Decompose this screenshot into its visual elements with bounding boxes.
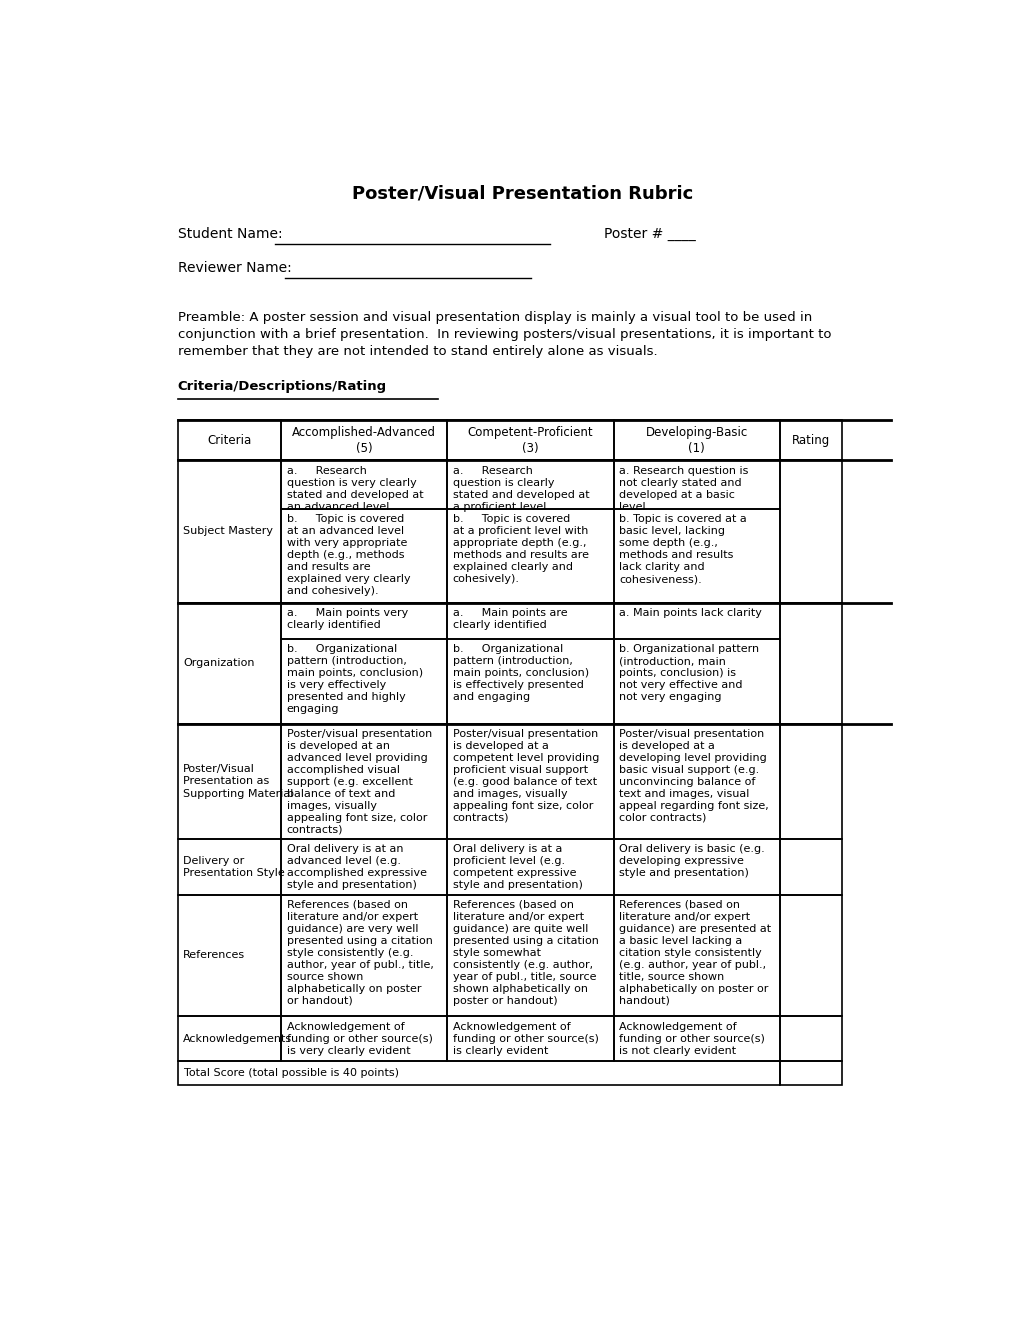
Text: References (based on
literature and/or expert
guidance) are very well
presented : References (based on literature and/or e… (286, 900, 433, 1006)
Bar (177, 840, 281, 895)
Text: a.   Research
question is very clearly
stated and developed at
an advanced level: a. Research question is very clearly sta… (286, 466, 423, 512)
Bar (612, 461, 779, 508)
Text: Reviewer Name:: Reviewer Name: (177, 261, 296, 275)
Bar (177, 895, 281, 1016)
Bar (612, 420, 779, 461)
Bar (177, 461, 281, 603)
Bar (779, 723, 842, 840)
Text: Oral delivery is basic (e.g.
developing expressive
style and presentation): Oral delivery is basic (e.g. developing … (619, 845, 764, 879)
Bar (779, 603, 842, 723)
Bar (177, 1016, 281, 1061)
Bar (281, 723, 447, 840)
Text: Subject Mastery: Subject Mastery (183, 527, 273, 536)
Text: Rating: Rating (791, 434, 829, 446)
Bar (281, 603, 447, 639)
Bar (177, 420, 281, 461)
Text: Criteria: Criteria (207, 434, 252, 446)
Text: b. Topic is covered at a
basic level, lacking
some depth (e.g.,
methods and resu: b. Topic is covered at a basic level, la… (619, 515, 746, 585)
Bar (447, 420, 612, 461)
Text: Developing-Basic
(1): Developing-Basic (1) (645, 426, 747, 454)
Bar (447, 723, 612, 840)
Text: Poster/Visual Presentation Rubric: Poster/Visual Presentation Rubric (352, 183, 693, 202)
Text: a. Research question is
not clearly stated and
developed at a basic
level: a. Research question is not clearly stat… (619, 466, 748, 512)
Text: Poster/Visual
Presentation as
Supporting Material: Poster/Visual Presentation as Supporting… (183, 764, 293, 799)
Bar (177, 723, 281, 840)
Bar (447, 639, 612, 723)
Text: References: References (183, 950, 246, 961)
Text: Oral delivery is at a
proficient level (e.g.
competent expressive
style and pres: Oral delivery is at a proficient level (… (452, 845, 582, 891)
Bar (281, 508, 447, 603)
Bar (447, 508, 612, 603)
Text: Acknowledgement of
funding or other source(s)
is clearly evident: Acknowledgement of funding or other sour… (452, 1022, 598, 1056)
Text: Total Score (total possible is 40 points): Total Score (total possible is 40 points… (183, 1068, 398, 1078)
Bar (447, 895, 612, 1016)
Text: Oral delivery is at an
advanced level (e.g.
accomplished expressive
style and pr: Oral delivery is at an advanced level (e… (286, 845, 426, 891)
Bar (281, 1016, 447, 1061)
Bar (281, 840, 447, 895)
Bar (281, 461, 447, 508)
Bar (612, 603, 779, 639)
Text: a.   Main points are
clearly identified: a. Main points are clearly identified (452, 609, 567, 630)
Text: Poster/visual presentation
is developed at a
developing level providing
basic vi: Poster/visual presentation is developed … (619, 729, 768, 822)
Bar (447, 603, 612, 639)
Text: Acknowledgements: Acknowledgements (183, 1034, 292, 1044)
Bar (281, 895, 447, 1016)
Bar (779, 461, 842, 603)
Bar (177, 1061, 779, 1085)
Bar (447, 461, 612, 508)
Text: Student Name:: Student Name: (177, 227, 286, 240)
Bar (612, 508, 779, 603)
Bar (281, 639, 447, 723)
Text: References (based on
literature and/or expert
guidance) are presented at
a basic: References (based on literature and/or e… (619, 900, 770, 1006)
Text: b.   Organizational
pattern (introduction,
main points, conclusion)
is effective: b. Organizational pattern (introduction,… (452, 644, 588, 702)
Bar (447, 1016, 612, 1061)
Bar (779, 1061, 842, 1085)
Text: Criteria/Descriptions/Rating: Criteria/Descriptions/Rating (177, 380, 386, 393)
Text: Organization: Organization (183, 659, 255, 668)
Text: Poster/visual presentation
is developed at an
advanced level providing
accomplis: Poster/visual presentation is developed … (286, 729, 431, 836)
Bar (612, 1016, 779, 1061)
Bar (779, 1016, 842, 1061)
Text: Poster/visual presentation
is developed at a
competent level providing
proficien: Poster/visual presentation is developed … (452, 729, 598, 822)
Text: Delivery or
Presentation Style: Delivery or Presentation Style (183, 855, 284, 878)
Text: Competent-Proficient
(3): Competent-Proficient (3) (467, 426, 593, 454)
Text: a. Main points lack clarity: a. Main points lack clarity (619, 609, 761, 618)
Text: Accomplished-Advanced
(5): Accomplished-Advanced (5) (292, 426, 436, 454)
Bar (281, 420, 447, 461)
Text: a.   Research
question is clearly
stated and developed at
a proficient level: a. Research question is clearly stated a… (452, 466, 589, 512)
Text: b.   Topic is covered
at a proficient level with
appropriate depth (e.g.,
method: b. Topic is covered at a proficient leve… (452, 515, 588, 585)
Bar (177, 603, 281, 723)
Text: b.   Topic is covered
at an advanced level
with very appropriate
depth (e.g., me: b. Topic is covered at an advanced level… (286, 515, 410, 597)
Text: Acknowledgement of
funding or other source(s)
is not clearly evident: Acknowledgement of funding or other sour… (619, 1022, 764, 1056)
Text: b.   Organizational
pattern (introduction,
main points, conclusion)
is very effe: b. Organizational pattern (introduction,… (286, 644, 423, 714)
Bar (779, 895, 842, 1016)
Text: Poster # ____: Poster # ____ (603, 227, 695, 240)
Text: Preamble: A poster session and visual presentation display is mainly a visual to: Preamble: A poster session and visual pr… (177, 312, 830, 358)
Bar (612, 895, 779, 1016)
Bar (779, 840, 842, 895)
Text: References (based on
literature and/or expert
guidance) are quite well
presented: References (based on literature and/or e… (452, 900, 598, 1006)
Text: Acknowledgement of
funding or other source(s)
is very clearly evident: Acknowledgement of funding or other sour… (286, 1022, 432, 1056)
Text: b. Organizational pattern
(introduction, main
points, conclusion) is
not very ef: b. Organizational pattern (introduction,… (619, 644, 758, 702)
Bar (779, 420, 842, 461)
Bar (447, 840, 612, 895)
Bar (612, 723, 779, 840)
Text: a.   Main points very
clearly identified: a. Main points very clearly identified (286, 609, 408, 630)
Bar (612, 840, 779, 895)
Bar (612, 639, 779, 723)
